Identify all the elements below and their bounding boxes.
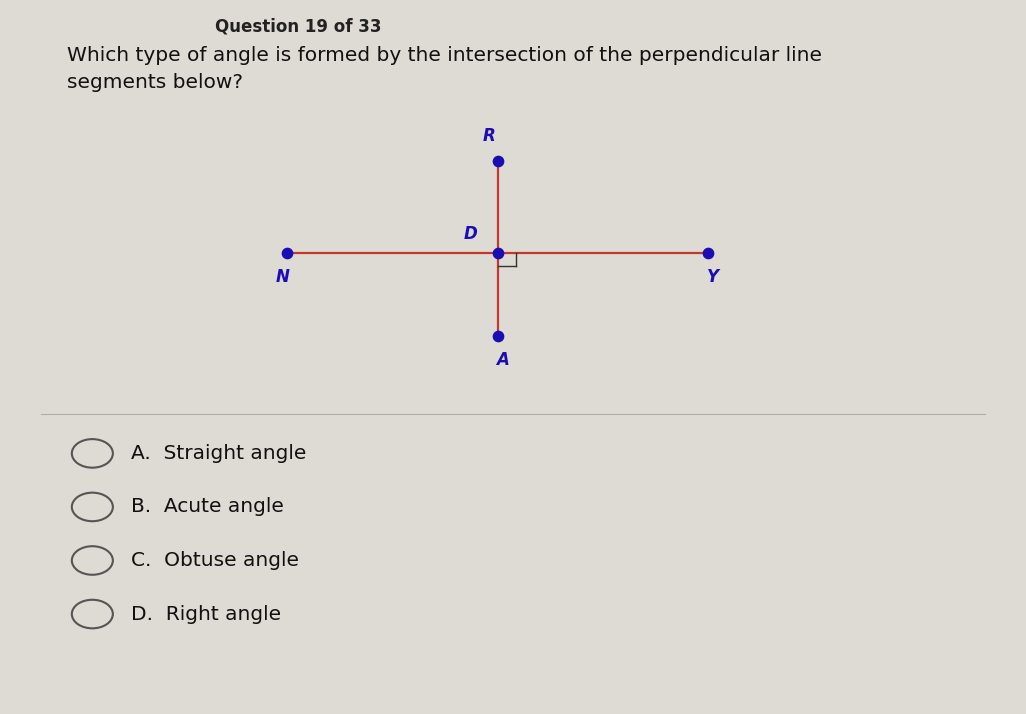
- Text: R: R: [483, 127, 496, 145]
- Point: [489, 155, 506, 166]
- Text: A: A: [497, 351, 509, 369]
- Text: B.  Acute angle: B. Acute angle: [131, 498, 284, 516]
- Point: [489, 248, 506, 259]
- Point: [489, 330, 506, 341]
- Text: Y: Y: [707, 268, 719, 286]
- Point: [700, 248, 716, 259]
- Text: D: D: [464, 225, 477, 243]
- Text: D.  Right angle: D. Right angle: [131, 605, 281, 623]
- Text: A.  Straight angle: A. Straight angle: [131, 444, 307, 463]
- Text: N: N: [275, 268, 289, 286]
- Point: [279, 248, 295, 259]
- Text: C.  Obtuse angle: C. Obtuse angle: [131, 551, 300, 570]
- Text: Question 19 of 33: Question 19 of 33: [215, 18, 382, 36]
- Text: Which type of angle is formed by the intersection of the perpendicular line
segm: Which type of angle is formed by the int…: [67, 46, 822, 92]
